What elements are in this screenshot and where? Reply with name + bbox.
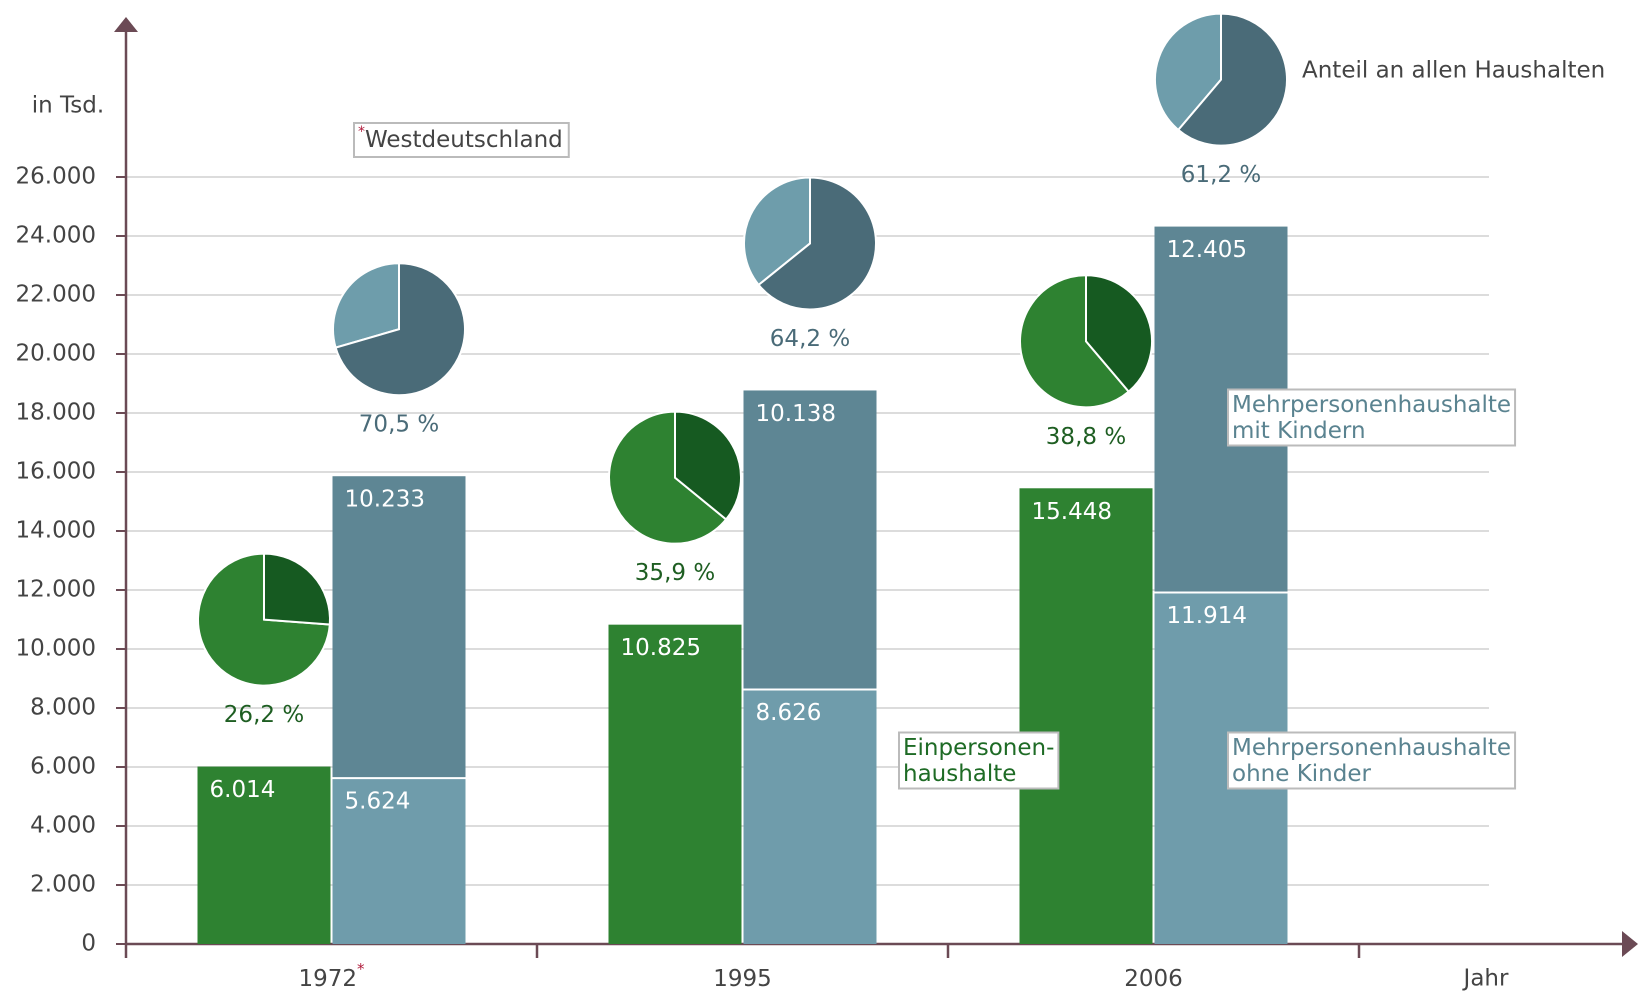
pie-label: 26,2 %: [224, 702, 304, 728]
bar: [332, 778, 466, 944]
legend-label: Mehrpersonenhaushalte mit Kindern: [1232, 392, 1511, 444]
pie-label: 35,9 %: [635, 560, 715, 586]
y-axis-label: in Tsd.: [32, 93, 104, 119]
footnote-marker: *: [357, 960, 365, 978]
y-tick-label: 16.000: [16, 459, 96, 485]
y-tick-label: 2.000: [30, 872, 96, 898]
bar-value-label: 6.014: [210, 777, 276, 803]
bar-value-label: 10.233: [345, 487, 425, 513]
bar-value-label: 11.914: [1167, 603, 1247, 629]
pie-share: [1176, 12, 1288, 147]
category: 1995: [713, 966, 772, 992]
pie-rest: [332, 262, 400, 349]
bar: [332, 476, 466, 779]
bar: [743, 689, 877, 944]
y-tick-label: 20.000: [16, 341, 96, 367]
y-tick-label: 18.000: [16, 400, 96, 426]
bar-value-label: 8.626: [756, 700, 822, 726]
y-tick-label: 10.000: [16, 636, 96, 662]
x-axis-arrow: [1622, 931, 1638, 957]
pie-share: [757, 176, 877, 311]
note-marker: *: [358, 124, 365, 140]
bar-value-label: 5.624: [345, 789, 411, 815]
y-tick-label: 26.000: [16, 164, 96, 190]
category: 1972: [298, 966, 357, 992]
y-tick-label: 14.000: [16, 518, 96, 544]
note-box: [353, 122, 570, 158]
bar-value-label: 10.825: [621, 635, 701, 661]
category: 2006: [1124, 966, 1183, 992]
x-axis-label: Jahr: [1462, 966, 1509, 992]
bar: [1019, 488, 1153, 944]
pie-label: 38,8 %: [1046, 424, 1126, 450]
pie-share: [263, 552, 331, 626]
pie-share: [674, 410, 742, 521]
legend-label: Einpersonen-haushalte: [903, 735, 1054, 787]
legend-box: [1227, 388, 1517, 447]
pie-label: 70,5 %: [359, 412, 439, 438]
y-tick-label: 22.000: [16, 282, 96, 308]
bar: [197, 766, 331, 944]
pie-rest: [608, 410, 728, 545]
x-tick-label: 2006: [1124, 966, 1183, 992]
bar-value-label: 15.448: [1032, 499, 1112, 525]
pie-rest: [1154, 12, 1222, 132]
y-tick-label: 24.000: [16, 223, 96, 249]
pie-label: 61,2 %: [1181, 162, 1261, 188]
y-axis-arrow: [114, 17, 138, 32]
x-tick-label: 1972*: [298, 960, 365, 992]
note-text: Westdeutschland: [365, 127, 563, 153]
pie-share: [334, 262, 466, 397]
pie-label: 64,2 %: [770, 326, 850, 352]
y-tick-label: 12.000: [16, 577, 96, 603]
pie-rest: [743, 176, 811, 287]
bar-value-label: 12.405: [1167, 237, 1247, 263]
bar: [608, 624, 742, 944]
legend-box: [1227, 731, 1517, 790]
note: *Westdeutschland: [358, 124, 563, 153]
x-tick-label: 1995: [713, 966, 772, 992]
y-tick-label: 4.000: [30, 813, 96, 839]
legend-label: Mehrpersonenhaushalte ohne Kinder: [1232, 735, 1511, 787]
legend-box: [898, 731, 1060, 790]
bar: [743, 390, 877, 690]
y-tick-label: 6.000: [30, 754, 96, 780]
y-tick-label: 0: [81, 931, 96, 957]
pie-title: Anteil an allen Haushalten: [1302, 58, 1605, 84]
y-tick-label: 8.000: [30, 695, 96, 721]
pie-rest: [1019, 274, 1131, 409]
bar-value-label: 10.138: [756, 401, 836, 427]
pie-share: [1085, 274, 1153, 394]
